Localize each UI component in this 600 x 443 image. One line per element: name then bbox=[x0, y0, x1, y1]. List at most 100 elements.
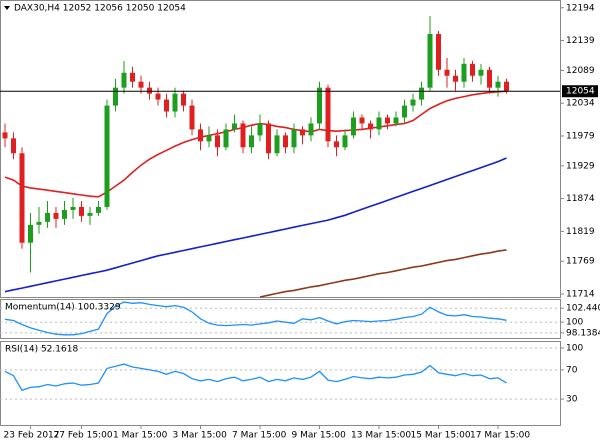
candle-body bbox=[28, 224, 33, 243]
x-tick-label: 23 Feb 2017 bbox=[4, 431, 60, 441]
candle-body bbox=[2, 132, 8, 139]
candle-body bbox=[130, 72, 135, 82]
candle-body bbox=[223, 129, 229, 148]
candle-body bbox=[283, 135, 288, 148]
symbol-arrow bbox=[4, 6, 10, 10]
y-tick-label: 11979 bbox=[566, 131, 595, 141]
rsi-panel bbox=[0, 341, 561, 426]
candle-body bbox=[198, 129, 203, 142]
candle-body bbox=[155, 93, 161, 100]
candle-body bbox=[172, 93, 178, 112]
y-tick-label: 11769 bbox=[566, 257, 595, 267]
candle-body bbox=[461, 63, 467, 82]
last-price-box bbox=[562, 85, 598, 98]
y-tick-label: 12034 bbox=[566, 99, 595, 109]
candle-body bbox=[444, 69, 450, 76]
candle-body bbox=[181, 93, 186, 106]
moving-average bbox=[259, 249, 507, 298]
candle-body bbox=[393, 117, 399, 124]
y-tick-label: 98.1384 bbox=[566, 328, 600, 338]
candle-body bbox=[87, 212, 93, 216]
candle-body bbox=[274, 135, 280, 154]
candle-body bbox=[487, 69, 492, 88]
panel-title: Momentum(14) 100.3329 bbox=[5, 303, 121, 313]
candle-body bbox=[96, 206, 101, 213]
candle-body bbox=[410, 99, 416, 106]
candle-body bbox=[257, 123, 263, 136]
panel-title: RSI(14) 52.1618 bbox=[5, 345, 78, 355]
x-tick-label: 13 Mar 15:00 bbox=[351, 431, 411, 441]
candle-body bbox=[240, 123, 246, 148]
candle-body bbox=[249, 135, 254, 148]
y-tick-label: 11714 bbox=[566, 290, 595, 300]
x-tick-label: 3 Mar 15:00 bbox=[173, 431, 228, 441]
candle-body bbox=[79, 206, 84, 216]
candle-body bbox=[368, 123, 373, 130]
y-tick-label: 70 bbox=[566, 365, 578, 375]
candle-body bbox=[53, 212, 59, 219]
y-tick-label: 12139 bbox=[566, 36, 595, 46]
candle-body bbox=[419, 87, 424, 100]
candle-body bbox=[104, 105, 110, 207]
price-panel bbox=[0, 0, 561, 298]
indicator-line bbox=[4, 301, 507, 336]
candle-body bbox=[359, 117, 365, 124]
candle-body bbox=[334, 141, 339, 148]
candle-body bbox=[385, 117, 390, 124]
candle-body bbox=[478, 69, 484, 76]
candle-body bbox=[291, 129, 297, 148]
panel-title: DAX30,H4 12052 12056 12050 12054 bbox=[14, 4, 186, 14]
y-tick-label: 12089 bbox=[566, 66, 595, 76]
candle-body bbox=[308, 123, 314, 136]
x-tick-label: 1 Mar 15:00 bbox=[113, 431, 168, 441]
candle-body bbox=[164, 99, 169, 112]
candle-body bbox=[436, 33, 441, 70]
moving-average bbox=[4, 157, 507, 293]
y-tick-label: 11819 bbox=[566, 227, 595, 237]
candle-body bbox=[266, 123, 271, 154]
candle-body bbox=[317, 87, 322, 124]
candle-body bbox=[470, 63, 475, 76]
x-tick-label: 27 Feb 15:00 bbox=[54, 431, 113, 441]
y-tick-label: 100 bbox=[566, 318, 583, 328]
candle-body bbox=[215, 135, 220, 148]
candle-body bbox=[427, 33, 433, 88]
y-tick-label: 11929 bbox=[566, 161, 595, 171]
x-tick-label: 9 Mar 15:00 bbox=[292, 431, 347, 441]
candle-body bbox=[70, 206, 76, 210]
momentum-panel bbox=[0, 299, 561, 339]
candle-body bbox=[19, 153, 25, 243]
candle-body bbox=[121, 72, 127, 88]
y-tick-label: 100 bbox=[566, 344, 583, 354]
y-tick-label: 11874 bbox=[566, 194, 595, 204]
candle-body bbox=[45, 212, 50, 222]
x-tick-label: 7 Mar 15:00 bbox=[232, 431, 287, 441]
moving-average bbox=[4, 90, 507, 198]
candle-body bbox=[11, 138, 16, 154]
candle-body bbox=[376, 117, 382, 130]
candle-body bbox=[113, 87, 118, 106]
indicator-line bbox=[4, 363, 507, 392]
candle-body bbox=[402, 105, 407, 118]
candle-body bbox=[138, 81, 144, 88]
candle-body bbox=[495, 81, 501, 88]
candle-body bbox=[300, 129, 305, 136]
y-tick-label: 102.4402 bbox=[566, 304, 600, 314]
candle-body bbox=[351, 117, 356, 136]
candle-body bbox=[342, 135, 348, 148]
candle-body bbox=[453, 75, 458, 82]
x-tick-label: 17 Mar 15:00 bbox=[470, 431, 530, 441]
candle-body bbox=[232, 123, 237, 130]
candle-body bbox=[147, 87, 152, 94]
last-price-label: 12054 bbox=[566, 87, 595, 97]
candle-body bbox=[325, 87, 331, 142]
candle-body bbox=[504, 81, 509, 92]
candle-body bbox=[62, 209, 67, 219]
y-tick-label: 12194 bbox=[566, 3, 595, 13]
candle-body bbox=[189, 105, 195, 130]
candle-body bbox=[36, 221, 42, 225]
y-tick-label: 30 bbox=[566, 395, 578, 405]
x-tick-label: 15 Mar 15:00 bbox=[411, 431, 471, 441]
